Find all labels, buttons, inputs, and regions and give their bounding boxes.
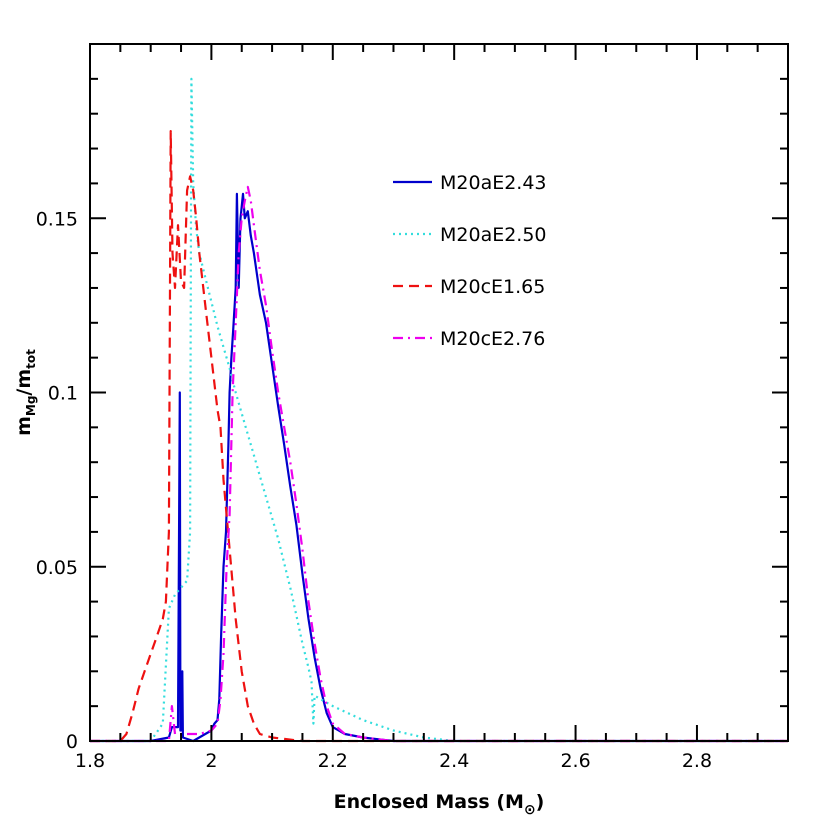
legend-label: M20aE2.50 (440, 224, 547, 246)
y-tick-label: 0.05 (36, 557, 78, 579)
legend-label: M20cE2.76 (440, 328, 545, 350)
x-axis-title: Enclosed Mass (M⊙) (334, 791, 545, 818)
plot-frame (89, 43, 789, 742)
series-line-m20ce1-65 (90, 130, 788, 743)
legend-label: M20cE1.65 (440, 276, 545, 298)
series-line-m20ae2-50 (90, 77, 788, 743)
x-tick-label: 2.2 (318, 750, 348, 772)
ticks-layer: 1.8 2 2.2 2.4 2.6 2.8 0 0.05 0.1 0.15 (36, 43, 789, 772)
y-tick-label: 0.1 (48, 383, 78, 405)
x-tick-label: 1.8 (75, 750, 105, 772)
legend-label: M20aE2.43 (440, 172, 547, 194)
y-tick-label: 0.15 (36, 208, 78, 230)
x-tick-label: 2 (205, 750, 217, 772)
legend: M20aE2.43 M20aE2.50 M20cE1.65 M20cE2.76 (393, 172, 547, 350)
x-tick-label: 2.4 (439, 750, 469, 772)
series-line-m20ae2-43 (90, 192, 788, 743)
x-tick-label: 2.6 (560, 750, 590, 772)
y-tick-label: 0 (66, 731, 78, 753)
x-tick-label: 2.8 (682, 750, 712, 772)
y-axis-title: mMg/mtot (13, 349, 38, 436)
